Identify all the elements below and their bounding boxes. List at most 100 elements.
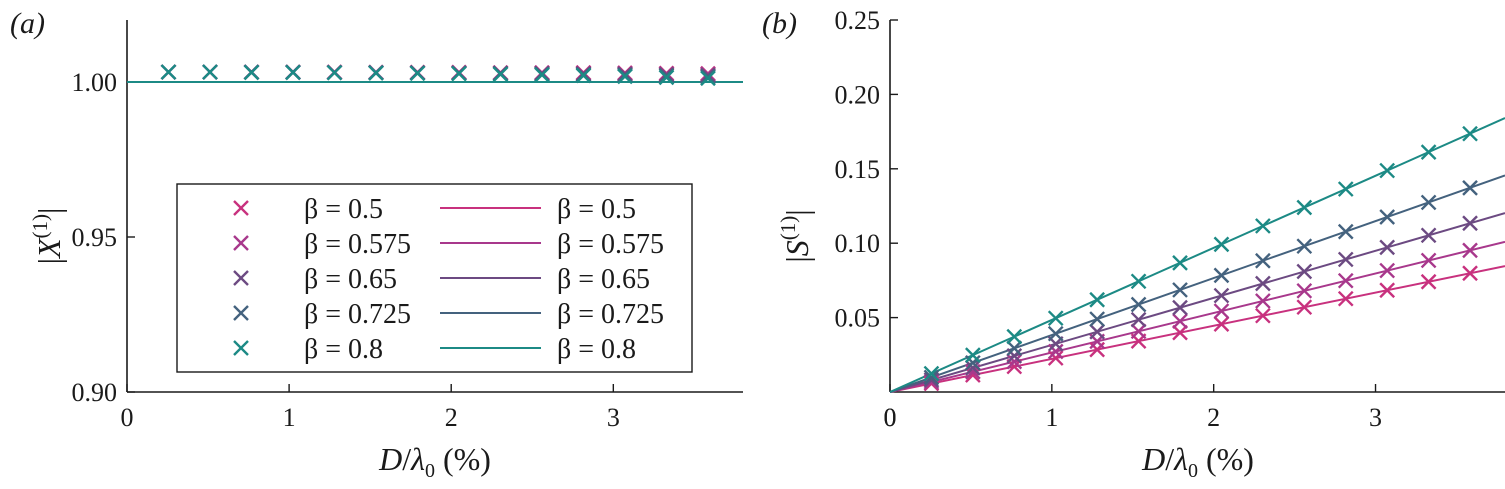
data-point: [1296, 263, 1313, 280]
data-point: [1462, 125, 1478, 142]
data-point: [965, 360, 981, 376]
data-point: [1172, 282, 1188, 298]
data-point: [1255, 307, 1271, 324]
data-point: [658, 69, 675, 86]
data-point: [1089, 311, 1106, 327]
data-point: [1420, 252, 1437, 269]
data-point: [617, 68, 633, 85]
data-point: [1296, 238, 1313, 255]
panel-a-x-ticks: 0 1 2 3: [121, 384, 620, 432]
legend-row: β = 0.725 β = 0.725: [233, 299, 664, 330]
data-point: [1089, 291, 1106, 308]
panel-a-y-ticks: 0.90 0.95 1.00: [72, 68, 135, 407]
series-line: [889, 117, 1505, 393]
legend-marker-icon: [233, 270, 249, 286]
panel-a-x-tick-label: 0: [121, 403, 134, 432]
legend-marker-icon: [233, 305, 249, 321]
series-line: [889, 240, 1505, 393]
panel-b-y-tick-label: 0.15: [835, 155, 881, 184]
data-point: [451, 65, 467, 82]
legend-row: β = 0.65 β = 0.65: [233, 264, 650, 295]
legend-row: β = 0.575 β = 0.575: [233, 229, 664, 260]
data-point: [1130, 296, 1147, 313]
panel-a-label: (a): [10, 7, 45, 40]
data-point: [1213, 303, 1230, 319]
data-point: [160, 64, 177, 80]
panel-a: (a) 0 1 2 3 0.90 0.95 1.00 D/λ0 (%) |X(1)| β …: [10, 7, 743, 482]
data-point: [1213, 316, 1230, 332]
data-point: [1255, 293, 1271, 309]
data-point: [1172, 313, 1188, 330]
panel-b-lines: [889, 117, 1505, 393]
series-line: [889, 174, 1505, 393]
legend-line-label: β = 0.8: [557, 334, 636, 365]
series-line: [889, 212, 1505, 393]
data-point: [1420, 144, 1437, 160]
panel-b-y-ticks: 0.05 0.10 0.15 0.20 0.25: [835, 6, 898, 333]
data-point: [1130, 311, 1147, 328]
panel-b-y-label: |S(1)|: [776, 209, 815, 262]
data-point: [492, 66, 509, 83]
data-point: [1255, 252, 1271, 269]
panel-a-y-tick-label: 1.00: [72, 68, 118, 97]
panel-b-y-tick-label: 0.10: [835, 229, 881, 258]
panel-b-x-tick-label: 0: [884, 403, 897, 432]
legend-marker-label: β = 0.725: [304, 299, 411, 330]
data-point: [1130, 273, 1147, 290]
panel-b-x-tick-label: 3: [1369, 403, 1382, 432]
panel-a-x-label: D/λ0 (%): [378, 441, 491, 482]
data-point: [1006, 347, 1023, 364]
legend-line-label: β = 0.5: [557, 194, 636, 225]
data-point: [1130, 323, 1147, 340]
data-point: [1296, 299, 1313, 316]
legend-rows: β = 0.5 β = 0.5 β = 0.575 β = 0.575 β = 0.65…: [233, 194, 664, 365]
panel-b-y-tick-label: 0.05: [835, 304, 881, 333]
data-point: [1337, 181, 1354, 197]
data-point: [1462, 179, 1478, 196]
panel-a-x-tick-label: 3: [607, 403, 620, 432]
legend: β = 0.5 β = 0.5 β = 0.575 β = 0.575 β = 0.65…: [176, 183, 693, 373]
data-point: [1296, 282, 1313, 299]
data-point: [1089, 323, 1106, 340]
data-point: [965, 347, 981, 363]
legend-marker-label: β = 0.65: [304, 264, 397, 295]
data-point: [1255, 275, 1271, 292]
data-point: [1006, 328, 1023, 345]
panel-b-x-tick-label: 1: [1045, 403, 1058, 432]
data-point: [1462, 265, 1478, 282]
panel-b-markers: [923, 125, 1478, 392]
data-point: [1420, 194, 1437, 211]
legend-row: β = 0.5 β = 0.5: [233, 194, 636, 225]
data-point: [1337, 251, 1354, 268]
data-point: [1379, 282, 1396, 299]
data-point: [1420, 227, 1437, 244]
data-point: [1047, 325, 1064, 342]
data-point: [1172, 299, 1188, 316]
data-point: [1379, 209, 1396, 225]
data-point: [1462, 215, 1478, 232]
panel-b-origin-label: 0: [884, 403, 897, 432]
legend-marker-label: β = 0.5: [304, 194, 383, 225]
panel-a-y-tick-label: 0.90: [72, 378, 118, 407]
data-point: [923, 369, 940, 386]
panel-b: (b) 0 1 2 30 0.050.100.150.200.25 D/λ0 (%) …: [762, 6, 1505, 482]
data-point: [1006, 340, 1023, 357]
panel-a-y-tick-label: 0.95: [72, 223, 118, 252]
panel-a-y-label: |X(1)|: [28, 208, 67, 265]
data-point: [409, 65, 426, 82]
data-point: [202, 64, 218, 80]
legend-row: β = 0.8 β = 0.8: [233, 334, 636, 365]
panel-b-y-tick-label: 0.20: [835, 80, 881, 109]
data-point: [1337, 290, 1354, 307]
data-point: [1337, 272, 1354, 289]
data-point: [1379, 162, 1396, 179]
series-line: [889, 265, 1505, 393]
data-point: [534, 67, 550, 83]
panel-a-x-tick-label: 2: [445, 403, 458, 432]
panel-b-label: (b): [762, 7, 797, 40]
legend-marker-icon: [233, 235, 249, 251]
data-point: [1213, 236, 1230, 253]
panel-a-x-tick-label: 1: [283, 403, 296, 432]
data-point: [700, 70, 716, 87]
